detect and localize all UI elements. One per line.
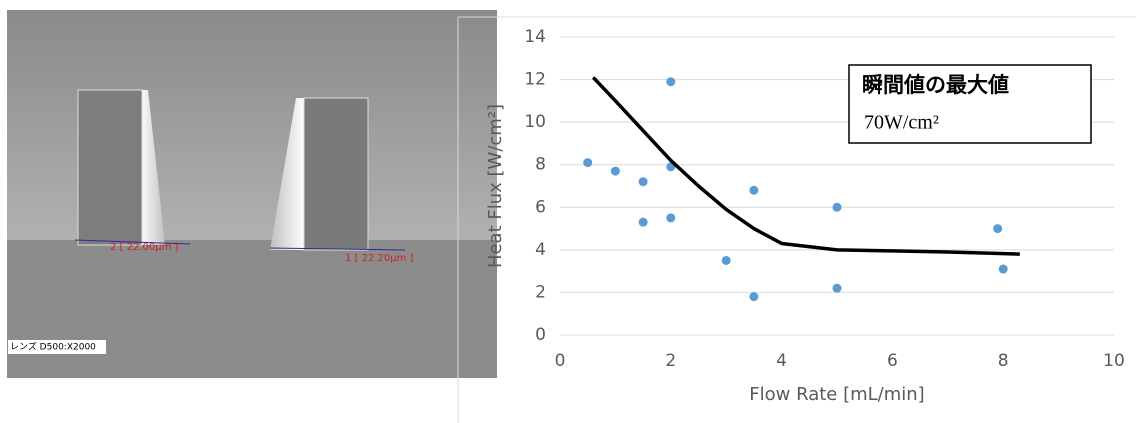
y-tick-label: 4 <box>535 240 546 260</box>
measure-line <box>74 239 191 245</box>
x-tick-label: 8 <box>998 351 1009 371</box>
data-point <box>998 264 1008 274</box>
data-point <box>832 202 842 212</box>
substrate <box>7 240 497 378</box>
data-point <box>832 283 842 293</box>
x-axis-label: Flow Rate [mL/min] <box>749 384 924 405</box>
data-point <box>638 217 648 227</box>
data-point <box>638 177 648 187</box>
annotation-title: 瞬間値の最大値 <box>862 73 1009 97</box>
trend-line <box>591 76 1020 256</box>
y-tick-label: 2 <box>535 282 546 302</box>
x-tick-label: 4 <box>776 351 787 371</box>
y-tick-label: 6 <box>535 197 546 217</box>
micrograph: 2 [ 22.00μm ] 1 [ 22.20μm ] レンズ D500:X20… <box>7 10 497 378</box>
y-axis-label: Heat Flux [W/cm²] <box>485 104 506 268</box>
y-tick-label: 14 <box>524 27 546 47</box>
scale-label: レンズ D500:X2000 <box>10 341 96 353</box>
x-tick-label: 0 <box>555 351 566 371</box>
data-point <box>749 292 759 302</box>
annotation-text: 70W/cm² <box>864 112 939 134</box>
data-point <box>749 185 759 195</box>
chart: 0 2 4 6 8 10 12 14 0 2 4 6 8 10 <box>524 27 1124 371</box>
data-point <box>610 166 620 176</box>
y-tick-label: 10 <box>524 112 546 132</box>
data-point <box>666 77 676 87</box>
data-point <box>666 213 676 223</box>
pillar <box>77 89 143 246</box>
x-tick-label: 6 <box>887 351 898 371</box>
annotation-box <box>848 64 1092 144</box>
pillar-glow <box>140 90 165 245</box>
y-tick-label: 12 <box>524 70 546 90</box>
measure-line <box>269 247 406 251</box>
measure-label: 2 [ 22.00μm ] <box>110 242 179 253</box>
measure-label: 1 [ 22.20μm ] <box>345 253 414 264</box>
data-point <box>721 256 731 265</box>
pillar <box>303 97 369 251</box>
data-point <box>993 224 1003 234</box>
x-tick-label: 2 <box>665 351 676 371</box>
y-tick-label: 0 <box>535 325 546 345</box>
x-tick-label: 10 <box>1103 351 1125 371</box>
data-point <box>583 158 593 168</box>
y-tick-label: 8 <box>535 155 546 175</box>
scale-box <box>8 340 106 354</box>
pillar-glow <box>270 98 305 250</box>
